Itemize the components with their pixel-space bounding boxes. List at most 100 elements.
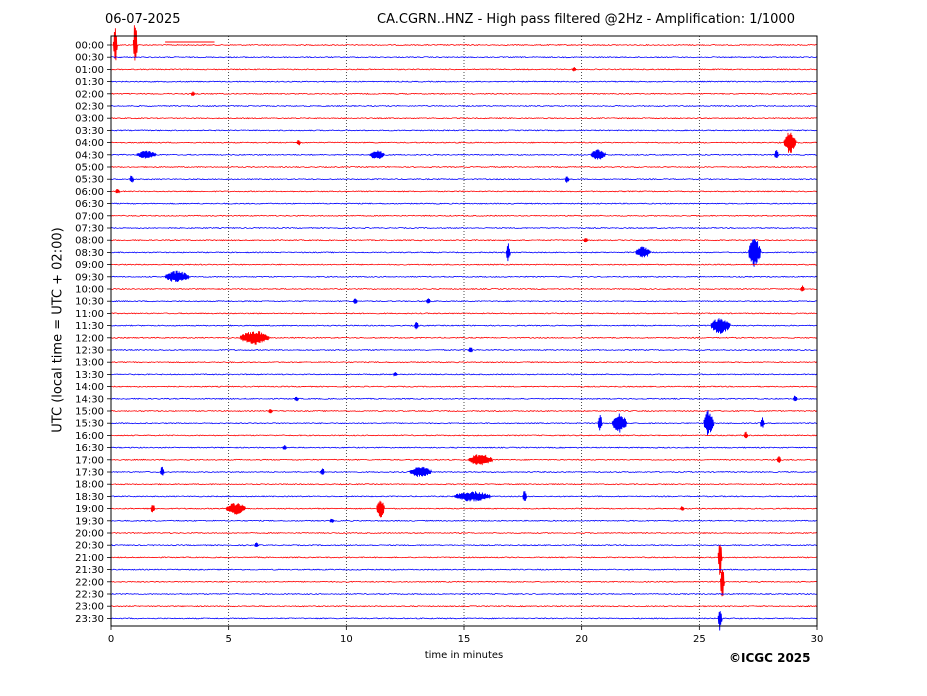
event-r17-1 bbox=[635, 246, 651, 258]
y-tick-label: 00:30 bbox=[75, 53, 104, 64]
trace-21 bbox=[110, 300, 817, 303]
y-tick-label: 20:00 bbox=[75, 529, 104, 540]
trace-30 bbox=[110, 409, 817, 413]
y-tick-label: 07:30 bbox=[75, 224, 104, 235]
y-tick-label: 08:30 bbox=[75, 248, 104, 259]
trace-2 bbox=[110, 68, 817, 71]
y-tick-label: 19:30 bbox=[75, 516, 104, 527]
trace-5 bbox=[110, 104, 817, 108]
trace-23 bbox=[110, 324, 817, 327]
event-r37-0 bbox=[454, 491, 491, 502]
event-r24-0 bbox=[239, 331, 270, 345]
trace-22 bbox=[110, 312, 817, 315]
event-r17-2 bbox=[748, 239, 762, 267]
event-r38-1 bbox=[225, 502, 247, 515]
y-tick-label: 09:30 bbox=[75, 272, 104, 283]
event-r9-1 bbox=[369, 150, 385, 159]
trace-14 bbox=[110, 214, 817, 217]
trace-6 bbox=[110, 117, 817, 120]
event-r2-0 bbox=[571, 67, 577, 72]
trace-41 bbox=[110, 544, 817, 547]
event-r21-0 bbox=[352, 298, 358, 305]
x-tick-label: 15 bbox=[458, 634, 471, 645]
plot-title: CA.CGRN..HNZ - High pass filtered @2Hz -… bbox=[377, 12, 795, 27]
trace-40 bbox=[110, 531, 817, 535]
trace-26 bbox=[110, 361, 817, 364]
y-tick-label: 22:30 bbox=[75, 590, 104, 601]
event-r31-3 bbox=[760, 417, 766, 428]
y-tick-label: 14:30 bbox=[75, 394, 104, 405]
y-tick-label: 16:30 bbox=[75, 443, 104, 454]
event-r30-0 bbox=[268, 409, 274, 414]
trace-46 bbox=[110, 605, 817, 608]
event-r11-1 bbox=[564, 176, 570, 183]
y-tick-label: 16:00 bbox=[75, 431, 104, 442]
event-r34-0 bbox=[468, 454, 494, 466]
trace-18 bbox=[110, 263, 817, 266]
y-tick-label: 15:00 bbox=[75, 407, 104, 418]
event-r19-0 bbox=[164, 270, 190, 283]
y-tick-label: 11:30 bbox=[75, 321, 104, 332]
event-r29-0 bbox=[294, 396, 299, 402]
event-r4-0 bbox=[190, 91, 196, 97]
trace-9 bbox=[110, 153, 817, 156]
y-tick-label: 06:30 bbox=[75, 199, 104, 210]
event-r38-0 bbox=[150, 505, 156, 513]
event-r34-1 bbox=[776, 456, 782, 463]
trace-27 bbox=[110, 373, 817, 376]
event-r31-1 bbox=[611, 413, 628, 433]
event-r44-0 bbox=[720, 569, 725, 597]
y-tick-label: 01:30 bbox=[75, 77, 104, 88]
y-tick-label: 13:30 bbox=[75, 370, 104, 381]
y-tick-label: 12:30 bbox=[75, 346, 104, 357]
trace-42 bbox=[110, 556, 817, 559]
y-tick-label: 20:30 bbox=[75, 541, 104, 552]
trace-25 bbox=[110, 348, 817, 352]
y-tick-label: 22:00 bbox=[75, 577, 104, 588]
y-tick-label: 03:30 bbox=[75, 126, 104, 137]
event-r42-0 bbox=[717, 545, 723, 575]
event-r21-1 bbox=[425, 298, 431, 304]
event-r35-0 bbox=[159, 466, 165, 476]
y-tick-label: 02:00 bbox=[75, 89, 104, 100]
y-tick-label: 05:00 bbox=[75, 163, 104, 174]
y-tick-label: 11:00 bbox=[75, 309, 104, 320]
y-tick-label: 10:30 bbox=[75, 297, 104, 308]
event-r41-0 bbox=[254, 542, 259, 548]
trace-4 bbox=[110, 92, 817, 95]
trace-7 bbox=[110, 129, 817, 132]
y-tick-label: 03:00 bbox=[75, 114, 104, 125]
y-tick-label: 09:00 bbox=[75, 260, 104, 271]
event-r9-0 bbox=[136, 150, 157, 159]
event-r25-0 bbox=[468, 347, 474, 353]
x-tick-label: 20 bbox=[575, 634, 588, 645]
trace-31 bbox=[110, 422, 817, 425]
trace-47 bbox=[110, 617, 817, 620]
trace-8 bbox=[110, 141, 817, 144]
trace-36 bbox=[110, 483, 817, 486]
event-r11-0 bbox=[129, 175, 135, 183]
event-r9-3 bbox=[774, 150, 780, 158]
y-tick-label: 10:00 bbox=[75, 285, 104, 296]
x-tick-label: 0 bbox=[108, 634, 114, 645]
trace-33 bbox=[110, 446, 817, 449]
y-tick-label: 23:30 bbox=[75, 614, 104, 625]
trace-32 bbox=[110, 434, 817, 437]
event-r16-0 bbox=[583, 238, 589, 243]
x-tick-label: 10 bbox=[340, 634, 353, 645]
trace-29 bbox=[110, 397, 817, 400]
x-tick-label: 30 bbox=[811, 634, 824, 645]
x-tick-label: 25 bbox=[693, 634, 706, 645]
event-r12-0 bbox=[115, 189, 121, 194]
event-r20-0 bbox=[800, 285, 805, 292]
event-r0-0 bbox=[112, 28, 118, 61]
event-r47-0 bbox=[717, 611, 723, 631]
event-r31-2 bbox=[703, 410, 715, 436]
y-tick-label: 17:30 bbox=[75, 468, 104, 479]
event-r33-0 bbox=[282, 445, 288, 450]
y-tick-label: 15:30 bbox=[75, 419, 104, 430]
trace-43 bbox=[110, 568, 817, 571]
trace-44 bbox=[110, 580, 817, 583]
trace-0 bbox=[110, 43, 817, 47]
